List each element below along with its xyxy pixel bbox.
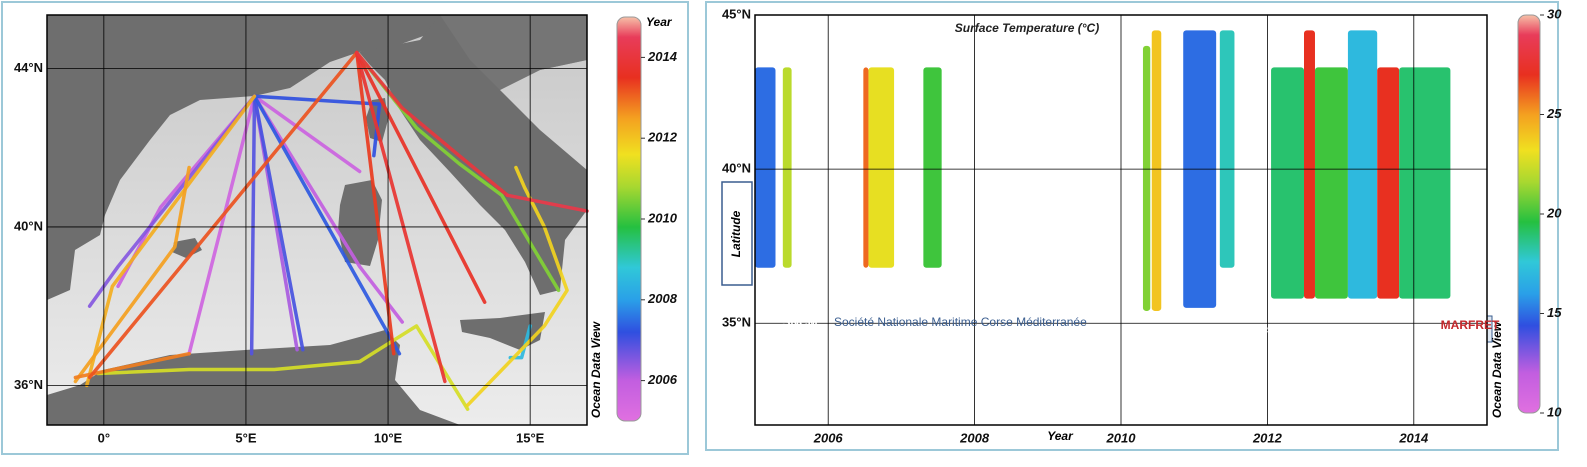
y-tick-label: 40°N bbox=[722, 161, 751, 176]
temperature-strip bbox=[1142, 45, 1151, 311]
plot-frame bbox=[46, 14, 588, 426]
y-axis-label: Latitude bbox=[729, 210, 743, 257]
temperature-strip bbox=[868, 67, 895, 268]
land-balearics bbox=[172, 238, 202, 258]
colorbar-tick-label: 15 bbox=[1547, 305, 1562, 320]
watermark: Ocean Data View bbox=[589, 321, 603, 418]
land-africa bbox=[47, 330, 460, 425]
colorbar-tick-label: 30 bbox=[1547, 6, 1562, 21]
temperature-strip bbox=[1377, 67, 1400, 299]
colorbar bbox=[616, 16, 642, 422]
x-tick-label: 2012 bbox=[1252, 430, 1283, 445]
ylabel-box bbox=[721, 181, 753, 286]
temperature-strip bbox=[863, 67, 869, 268]
x-tick-label: 5°E bbox=[235, 430, 256, 445]
land-adriatic bbox=[440, 15, 587, 90]
y-tick-label: 44°N bbox=[14, 60, 43, 75]
y-tick-label: 45°N bbox=[722, 6, 751, 21]
temperature-strip bbox=[1151, 30, 1162, 311]
annotation: Société Nationale Maritime Corse Méditer… bbox=[834, 315, 1087, 329]
ship-track bbox=[73, 165, 191, 384]
colorbar bbox=[1517, 14, 1541, 414]
annotation: 1921 bbox=[1157, 322, 1184, 336]
watermark: Ocean Data View bbox=[1490, 321, 1504, 418]
colorbar-title: Year bbox=[646, 15, 673, 29]
x-tick-label: 0° bbox=[98, 430, 110, 445]
ship-track bbox=[355, 50, 510, 197]
annotation: LINEA MESSINA bbox=[1153, 387, 1247, 401]
ship-track bbox=[355, 50, 447, 384]
land-sicily bbox=[460, 312, 545, 350]
x-tick-label: 15°E bbox=[516, 430, 545, 445]
temperature-strip bbox=[923, 67, 942, 268]
temperature-strip bbox=[1314, 67, 1348, 299]
ship-track bbox=[355, 50, 396, 356]
x-tick-label: 2014 bbox=[1398, 430, 1429, 445]
annotation: MARFRET bbox=[1441, 318, 1500, 332]
ship-track bbox=[249, 94, 257, 356]
colorbar-tick-label: 20 bbox=[1546, 205, 1562, 220]
temperature-strip bbox=[1219, 30, 1235, 268]
colorbar-tick-label: 2010 bbox=[647, 210, 678, 225]
temperature-strip bbox=[1304, 30, 1315, 299]
annotation: SNCM bbox=[782, 315, 817, 329]
temperature-strip bbox=[782, 67, 792, 268]
ship-track bbox=[252, 94, 305, 352]
y-tick-label: 40°N bbox=[14, 218, 43, 233]
ship-track bbox=[505, 193, 589, 213]
x-tick-label: 2008 bbox=[959, 430, 990, 445]
y-tick-label: 36°N bbox=[14, 377, 43, 392]
x-tick-label: 10°E bbox=[374, 430, 403, 445]
colorbar-tick-label: 2012 bbox=[647, 130, 678, 145]
colorbar-tick-label: 2006 bbox=[647, 372, 678, 387]
colorbar-tick-label: 10 bbox=[1547, 404, 1562, 419]
x-axis-label: Year bbox=[1047, 429, 1074, 443]
ship-track bbox=[355, 50, 561, 293]
land-north bbox=[47, 15, 440, 300]
ship-track bbox=[87, 94, 257, 308]
x-tick-label: 2010 bbox=[1106, 430, 1137, 445]
ship-track bbox=[96, 324, 470, 411]
x-tick-label: 2006 bbox=[813, 430, 844, 445]
ship-track bbox=[355, 50, 487, 304]
temperature-strip bbox=[1271, 67, 1304, 299]
ship-track bbox=[187, 94, 257, 356]
temperature-strip bbox=[1347, 30, 1378, 299]
chart-title: Surface Temperature (°C) bbox=[955, 21, 1099, 35]
land-sardinia bbox=[338, 180, 382, 266]
ship-track bbox=[87, 50, 359, 380]
annotation: Ignazio Messina & C. bbox=[1205, 322, 1324, 336]
ship-track bbox=[252, 94, 402, 356]
ship-track bbox=[252, 94, 382, 158]
colorbar-tick-label: 25 bbox=[1546, 106, 1562, 121]
ship-track bbox=[252, 94, 362, 174]
plot-frame bbox=[754, 14, 1488, 426]
colorbar-tick-label: 2014 bbox=[647, 49, 678, 64]
temperature-strip bbox=[755, 67, 776, 268]
colorbar-tick-label: 2008 bbox=[647, 291, 678, 306]
temperature-strip bbox=[1399, 67, 1451, 299]
ship-track bbox=[465, 165, 569, 407]
y-tick-label: 35°N bbox=[722, 315, 751, 330]
